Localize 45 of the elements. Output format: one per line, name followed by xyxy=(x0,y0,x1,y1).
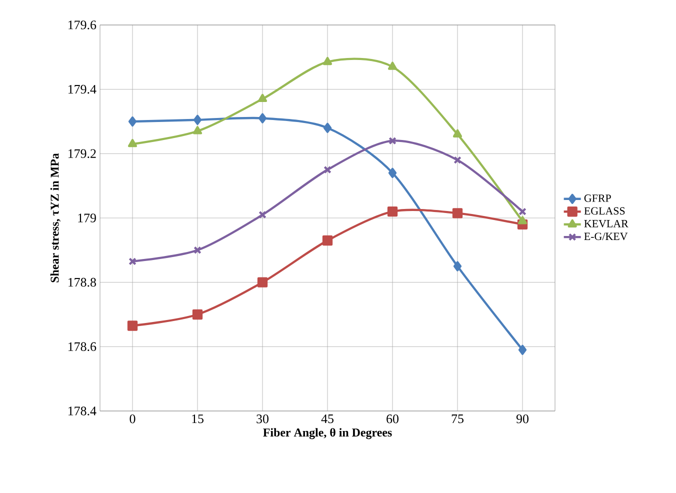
point xyxy=(192,309,203,320)
point xyxy=(387,206,398,217)
y-tick-label: 178.4 xyxy=(68,406,96,416)
point xyxy=(388,136,396,145)
point xyxy=(194,246,202,254)
y-tick-label: 179.4 xyxy=(68,84,96,94)
x-tick-label: 30 xyxy=(256,414,268,424)
point xyxy=(323,122,332,133)
x-tick-label: 90 xyxy=(516,414,528,424)
x-tick-label: 60 xyxy=(386,414,398,424)
point xyxy=(128,116,137,127)
point xyxy=(518,344,527,355)
point xyxy=(128,138,138,148)
x-tick-label: 75 xyxy=(452,414,464,424)
point xyxy=(388,62,398,70)
point xyxy=(388,168,397,178)
y-tick-label: 178.8 xyxy=(68,278,96,287)
point xyxy=(322,56,332,66)
y-tick-label: 179.6 xyxy=(68,20,96,30)
y-tick-label: 179.2 xyxy=(68,149,96,158)
point xyxy=(322,235,333,246)
x-axis-title: Fiber Angle, θ in Degrees xyxy=(263,428,392,440)
point xyxy=(193,114,202,125)
point xyxy=(127,320,138,331)
x-tick-label: 15 xyxy=(192,414,204,424)
x-tick-label: 45 xyxy=(321,414,334,424)
x-tick-label: 0 xyxy=(130,414,136,424)
point xyxy=(452,129,462,138)
point xyxy=(452,208,463,218)
point xyxy=(454,156,462,164)
point xyxy=(258,94,268,102)
point xyxy=(257,277,268,288)
point xyxy=(258,210,266,219)
point xyxy=(453,261,462,272)
point xyxy=(324,166,332,174)
point xyxy=(192,126,202,134)
point xyxy=(258,113,267,124)
point xyxy=(518,216,528,224)
y-tick-label: 179 xyxy=(78,214,96,222)
y-axis-title: Shear stress, τYZ in MPa xyxy=(50,153,60,282)
legend-label: EGLASS xyxy=(584,207,625,215)
legend-label: KEVLAR xyxy=(584,220,628,228)
y-tick-label: 178.6 xyxy=(68,342,96,352)
legend-label: GFRP xyxy=(584,194,611,202)
legend-label: E-G/KEV xyxy=(584,232,628,240)
